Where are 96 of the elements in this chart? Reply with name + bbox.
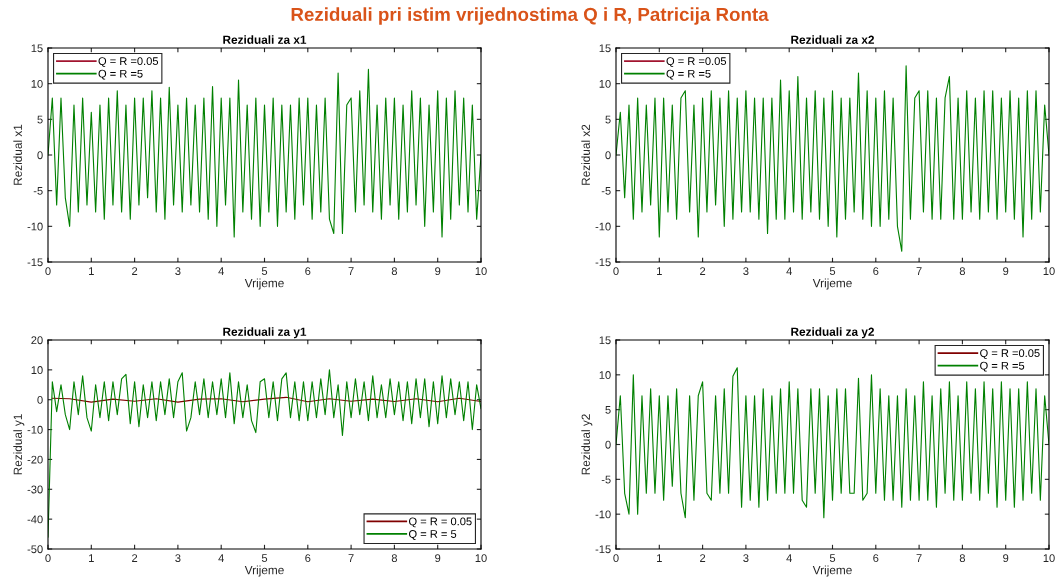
x-tick-label: 1 — [89, 554, 94, 562]
y-tick-label: -50 — [27, 545, 43, 554]
x-tick-label: 7 — [348, 554, 354, 562]
y-tick-label: -5 — [601, 187, 611, 195]
x-tick-label: 3 — [743, 267, 749, 276]
x-tick-label: 10 — [475, 554, 487, 563]
x-axis-title: Vrijeme — [244, 565, 284, 577]
x-tick-label: 9 — [435, 267, 441, 276]
y-tick-label: 5 — [605, 115, 611, 124]
y-axis-title: Rezidual y2 — [581, 414, 593, 475]
x-tick-label: 8 — [959, 554, 966, 563]
x-tick-label: 0 — [613, 554, 619, 563]
y-tick-label: -10 — [595, 222, 611, 231]
x-tick-label: 2 — [132, 267, 138, 275]
legend-label: Q = R =0.05 — [98, 57, 159, 68]
x-tick-label: 1 — [89, 267, 94, 275]
x-axis-title: Vrijeme — [244, 278, 284, 290]
y-tick-label: 15 — [31, 44, 43, 53]
x-tick-label: 2 — [700, 267, 706, 275]
y-tick-label: 0 — [37, 151, 43, 160]
legend-label: Q = R = 0.05 — [409, 517, 472, 528]
text: Reziduali pri istim vrijednostima Q i R, Patricija Ronta — [291, 7, 769, 25]
x-tick-label: 2 — [132, 554, 138, 562]
chart-title: Reziduali za x2 — [791, 35, 875, 44]
chart-title: Reziduali za x1 — [223, 35, 307, 44]
x-tick-label: 7 — [348, 267, 354, 275]
x-tick-label: 8 — [391, 267, 398, 276]
x-tick-label: 6 — [305, 554, 311, 563]
y-tick-label: 10 — [31, 366, 43, 374]
x-tick-label: 4 — [786, 554, 792, 562]
x-tick-label: 5 — [261, 267, 268, 276]
x-axis-title: Vrijeme — [812, 278, 852, 290]
y-tick-label: 20 — [31, 336, 43, 345]
y-tick-label: 10 — [599, 79, 611, 88]
legend-label: Q = R =0.05 — [980, 349, 1040, 360]
x-tick-label: 4 — [786, 267, 792, 275]
x-tick-label: 0 — [613, 267, 619, 276]
y-tick-label: 0 — [605, 440, 611, 449]
y-tick-label: 10 — [599, 371, 611, 379]
legend-label: Q = R =5 — [98, 69, 143, 80]
x-tick-label: 3 — [743, 554, 749, 563]
y-tick-label: 15 — [599, 44, 611, 53]
y-tick-label: -10 — [27, 222, 43, 231]
legend-label: Q = R = 5 — [409, 530, 457, 540]
line-series — [616, 65, 1049, 252]
x-tick-label: 6 — [873, 267, 879, 276]
y-tick-label: -5 — [33, 187, 43, 195]
y-tick-label: -5 — [601, 475, 611, 484]
y-axis-title: Rezidual y1 — [13, 414, 25, 475]
y-tick-label: -15 — [595, 545, 611, 554]
x-tick-label: 1 — [657, 267, 662, 275]
chart-title: Reziduali za y2 — [791, 327, 875, 339]
x-tick-label: 0 — [45, 554, 51, 563]
y-tick-label: 5 — [605, 406, 611, 414]
x-tick-label: 2 — [700, 554, 706, 562]
line-series — [48, 68, 481, 238]
legend-label: Q = R =0.05 — [666, 57, 727, 68]
y-tick-label: 15 — [599, 336, 611, 345]
x-tick-label: 8 — [959, 267, 966, 276]
x-tick-label: 8 — [391, 554, 398, 563]
y-tick-label: -20 — [27, 455, 43, 464]
x-axis-title: Vrijeme — [812, 565, 852, 577]
y-tick-label: 10 — [31, 79, 43, 88]
x-tick-label: 6 — [873, 554, 879, 563]
chart-title: Reziduali za y1 — [223, 327, 307, 339]
y-tick-label: -40 — [27, 515, 43, 524]
legend-label: Q = R =5 — [666, 69, 711, 80]
x-tick-label: 10 — [475, 267, 487, 276]
x-tick-label: 9 — [1003, 554, 1009, 563]
x-tick-label: 3 — [175, 267, 181, 276]
x-tick-label: 4 — [218, 267, 224, 275]
x-tick-label: 5 — [829, 554, 836, 563]
x-tick-label: 5 — [829, 267, 836, 276]
x-tick-label: 4 — [218, 554, 224, 562]
y-tick-label: -10 — [27, 425, 43, 434]
x-tick-label: 1 — [657, 554, 662, 562]
x-tick-label: 6 — [305, 267, 311, 276]
x-tick-label: 3 — [175, 554, 181, 563]
y-axis-title: Rezidual x1 — [13, 124, 22, 185]
x-tick-label: 10 — [1043, 554, 1055, 563]
y-tick-label: 0 — [605, 151, 611, 160]
x-tick-label: 5 — [261, 554, 268, 563]
x-tick-label: 0 — [45, 267, 51, 276]
x-tick-label: 9 — [435, 554, 441, 563]
x-tick-label: 9 — [1003, 267, 1009, 276]
x-tick-label: 7 — [916, 267, 922, 275]
y-tick-label: -10 — [595, 510, 611, 519]
y-tick-label: -30 — [27, 485, 43, 494]
legend-label: Q = R =5 — [980, 361, 1025, 372]
y-tick-label: 0 — [37, 395, 43, 404]
y-axis-title: Rezidual x2 — [581, 124, 590, 185]
y-tick-label: -15 — [27, 258, 43, 267]
x-tick-label: 7 — [916, 554, 922, 562]
y-tick-label: -15 — [595, 258, 611, 267]
x-tick-label: 10 — [1043, 267, 1055, 276]
y-tick-label: 5 — [37, 115, 43, 124]
